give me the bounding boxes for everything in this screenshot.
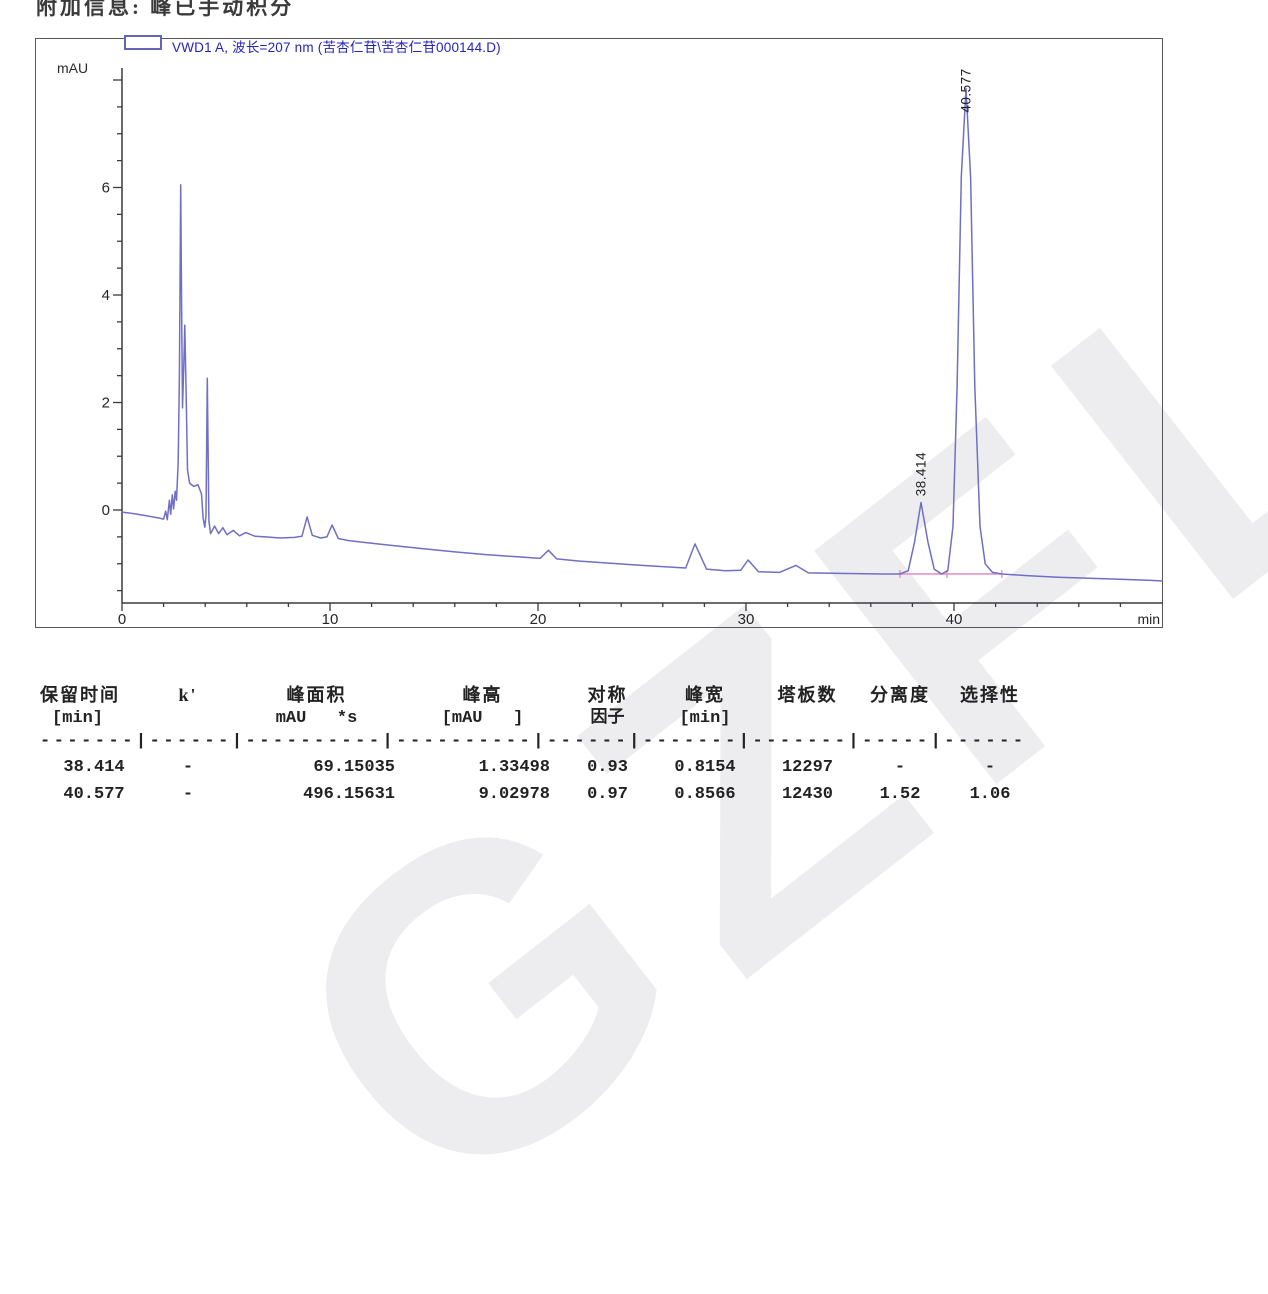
trace-path <box>121 87 1163 582</box>
top-info-text: 附加信息: 峰已手动积分 <box>36 0 295 19</box>
peak-table: 保留时间 [min] k' 峰面积 mAU *s 峰高 [mAU ] 对称因子 峰宽 [min] 塔… <box>40 684 1040 808</box>
y-axis-tick-label: 0 <box>102 502 110 519</box>
table-header-line1: 峰高 <box>462 685 503 705</box>
x-axis-tick-label: 40 <box>946 611 963 628</box>
chromatogram-plot: 0 2 4 6 0 10 20 30 40 min 38.414 40.577 <box>102 68 1163 628</box>
y-axis-tick-label: 6 <box>102 180 110 197</box>
table-header-line1: 塔板数 <box>777 685 838 705</box>
table-header-line1: k' <box>178 685 198 705</box>
x-axis-tick-label: 20 <box>530 611 547 628</box>
table-cell: 69.15035 <box>313 758 395 777</box>
x-axis-tick-label: 30 <box>738 611 755 628</box>
table-cell: 12297 <box>781 758 833 777</box>
table-cell: 1.33498 <box>478 758 550 777</box>
table-header-line1: 分离度 <box>870 685 930 705</box>
table-separator: -------|------|----------|----------|---… <box>40 732 1027 751</box>
table-header-cell: 选择性 <box>940 684 1040 730</box>
table-cell: 38.414 <box>63 758 125 777</box>
table-cell: 1.52 <box>879 785 921 804</box>
table-header-cell: 塔板数 <box>755 684 860 730</box>
table-header-line2: [min] <box>52 709 104 728</box>
table-header-row: 保留时间 [min] k' 峰面积 mAU *s 峰高 [mAU ] 对称因子 峰宽 [min] 塔… <box>40 684 1040 730</box>
table-header-cell: 峰高 [mAU ] <box>405 684 560 730</box>
table-cell: 0.93 <box>587 758 628 777</box>
table-header-line1: 对称 <box>587 685 628 705</box>
x-axis-unit-label: min <box>1137 611 1160 627</box>
table-cell: - <box>182 785 194 804</box>
legend-label: VWD1 A, 波长=207 nm (苦杏仁苷\苦杏仁苷000144.D) <box>172 40 501 55</box>
table-header-line1: 峰面积 <box>286 685 347 705</box>
y-axis-tick-label: 2 <box>102 395 110 412</box>
table-cell: 496.15631 <box>303 785 395 804</box>
table-header-line1: 保留时间 <box>40 685 120 705</box>
table-cell: - <box>984 758 996 777</box>
table-cell: 0.97 <box>587 785 628 804</box>
table-cell: 12430 <box>781 785 833 804</box>
table-header-line1: 选择性 <box>960 685 1020 705</box>
table-cell: - <box>894 758 906 777</box>
table-row: 40.577 - 496.15631 9.02978 0.97 0.8566 12430 1.… <box>40 781 1040 808</box>
y-axis-tick-label: 4 <box>102 287 110 304</box>
table-header-line2: [mAU ] <box>441 709 524 728</box>
table-cell: - <box>182 758 194 777</box>
table-separator-row: -------|------|----------|----------|---… <box>40 730 1040 754</box>
table-cell: 0.8566 <box>674 785 736 804</box>
table-header-line2: 因子 <box>590 709 625 728</box>
table-header-cell: 分离度 <box>860 684 940 730</box>
top-info: 附加信息: 峰已手动积分 <box>36 0 294 26</box>
legend-swatch <box>124 35 162 50</box>
chromatogram-frame <box>35 38 1163 628</box>
table-row: 38.414 - 69.15035 1.33498 0.93 0.8154 12297 - - <box>40 754 1040 781</box>
x-axis-tick-label: 0 <box>118 611 126 628</box>
x-axis-tick-label: 10 <box>322 611 339 628</box>
table-header-cell: 对称 因子 <box>560 684 655 730</box>
table-header-line2: [min] <box>679 709 731 728</box>
table-header-cell: k' <box>148 684 228 730</box>
y-axis-unit-label: mAU <box>57 60 89 76</box>
table-header-cell: 保留时间 [min] <box>40 684 148 730</box>
table-header-line2: mAU *s <box>275 709 358 728</box>
table-cell: 1.06 <box>969 785 1011 804</box>
table-cell: 40.577 <box>63 785 125 804</box>
table-header-line1: 峰宽 <box>685 685 725 705</box>
peak-retention-label: 38.414 <box>914 452 929 496</box>
table-header-cell: 峰宽 [min] <box>655 684 755 730</box>
peak-retention-label: 40.577 <box>959 68 974 112</box>
table-cell: 0.8154 <box>674 758 736 777</box>
table-cell: 9.02978 <box>478 785 550 804</box>
table-header-cell: 峰面积 mAU *s <box>228 684 405 730</box>
